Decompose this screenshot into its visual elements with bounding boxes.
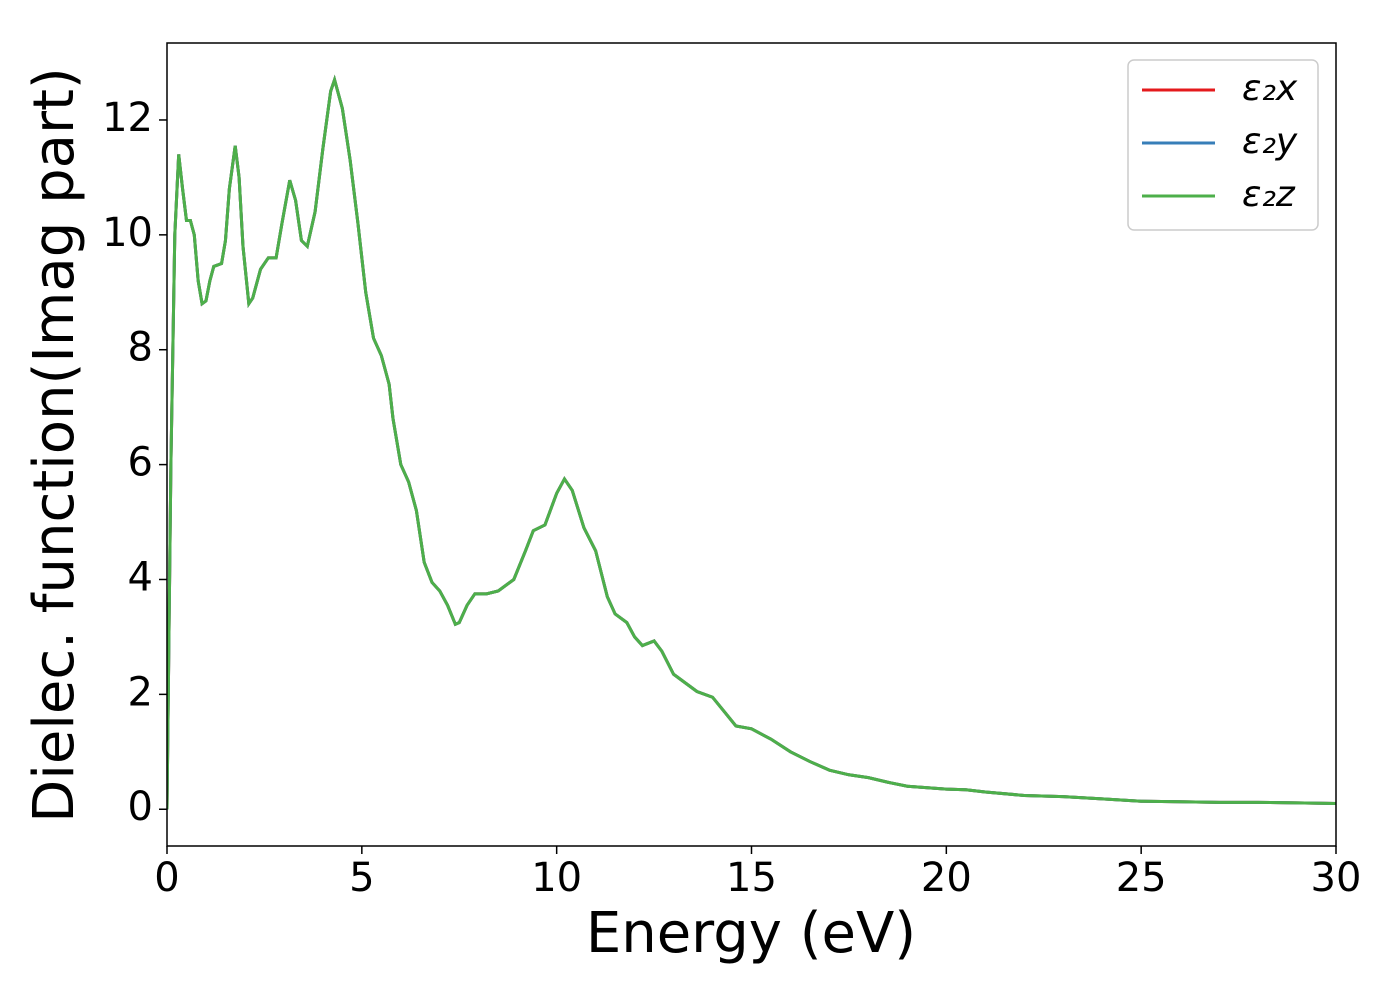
x-axis-label: Energy (eV) (586, 901, 916, 966)
y-tick-label: 10 (102, 210, 153, 256)
y-tick-label: 2 (128, 669, 153, 715)
y-tick-label: 4 (128, 554, 153, 600)
y-tick-label: 6 (128, 440, 153, 486)
x-tick-label: 5 (349, 855, 374, 901)
y-tick-label: 8 (128, 325, 153, 371)
y-tick-label: 0 (128, 784, 153, 830)
legend-box (1127, 59, 1319, 231)
x-tick-label: 15 (726, 855, 777, 901)
x-tick-label: 10 (531, 855, 582, 901)
x-tick-label: 25 (1116, 855, 1167, 901)
x-tick-label: 0 (154, 855, 179, 901)
x-tick-label: 30 (1311, 855, 1362, 901)
y-tick-label: 12 (102, 95, 153, 141)
x-tick-label: 20 (921, 855, 972, 901)
y-axis-label: Dielec. function(Imag part) (22, 67, 87, 823)
plot-frame (166, 42, 1337, 847)
legend-label: ε₂z (1242, 174, 1296, 215)
data-line (167, 74, 1336, 810)
legend-label: ε₂x (1242, 68, 1298, 109)
legend-label: ε₂y (1242, 121, 1298, 162)
